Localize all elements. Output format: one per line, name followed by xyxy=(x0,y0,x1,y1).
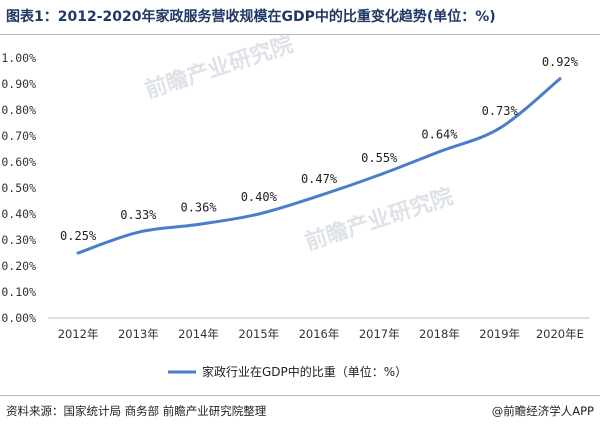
data-point xyxy=(76,251,80,255)
data-label: 0.33% xyxy=(120,208,157,222)
y-tick-label: 0.50% xyxy=(1,181,36,195)
data-point xyxy=(317,194,321,198)
legend: 家政行业在GDP中的比重（单位：%） xyxy=(168,364,407,379)
y-tick-label: 0.30% xyxy=(1,233,36,247)
data-label: 0.92% xyxy=(542,55,579,69)
y-tick-label: 0.60% xyxy=(1,155,36,169)
watermark-text: 前瞻产业研究院 xyxy=(142,31,297,103)
y-tick-label: 0.90% xyxy=(1,77,36,91)
data-label: 0.55% xyxy=(361,151,398,165)
footer-divider xyxy=(0,395,600,396)
data-point xyxy=(257,212,261,216)
x-tick-label: 2018年 xyxy=(419,327,460,341)
series-line xyxy=(76,77,562,255)
x-axis: 2012年 2013年 2014年 2015年 2016年 2017年 2018年 2019年… xyxy=(48,317,590,341)
chart-title: 图表1：2012-2020年家政服务营收规模在GDP中的比重变化趋势(单位：%) xyxy=(6,9,496,25)
y-tick-label: 0.00% xyxy=(1,311,36,325)
y-tick-label: 1.00% xyxy=(1,51,36,65)
y-axis: 0.00% 0.10% 0.20% 0.30% 0.40% 0.50% 0.60% 0.70%… xyxy=(1,51,36,325)
plot-area: 0.25% 0.33% 0.36% 0.40% 0.47% 0.55% 0.64% 0.73%… xyxy=(60,55,579,255)
data-label: 0.47% xyxy=(301,172,338,186)
x-tick-label: 2019年 xyxy=(479,327,520,341)
x-tick-label: 2014年 xyxy=(178,327,219,341)
y-tick-label: 0.10% xyxy=(1,285,36,299)
x-tick-label: 2012年 xyxy=(58,327,99,341)
legend-label: 家政行业在GDP中的比重（单位：%） xyxy=(202,364,407,379)
brand-credit: @前瞻经济学人APP xyxy=(492,403,594,419)
data-point xyxy=(558,77,562,81)
x-tick-label: 2017年 xyxy=(359,327,400,341)
y-tick-label: 0.40% xyxy=(1,207,36,221)
y-tick-label: 0.70% xyxy=(1,129,36,143)
data-label: 0.25% xyxy=(60,229,97,243)
data-point xyxy=(437,150,441,154)
data-label: 0.73% xyxy=(482,104,519,118)
brand-text: @前瞻经济学人APP xyxy=(491,404,594,418)
data-point xyxy=(197,222,201,226)
data-point xyxy=(498,126,502,130)
data-point xyxy=(136,230,140,234)
y-tick-label: 0.20% xyxy=(1,259,36,273)
data-label: 0.64% xyxy=(421,128,458,142)
y-tick-label: 0.80% xyxy=(1,103,36,117)
source-note: 资料来源：国家统计局 商务部 前瞻产业研究院整理 xyxy=(6,404,267,418)
x-tick-label: 2020年E xyxy=(536,327,584,341)
data-label: 0.36% xyxy=(180,200,217,214)
x-tick-label: 2016年 xyxy=(299,327,340,341)
x-tick-label: 2015年 xyxy=(238,327,279,341)
x-tick-label: 2013年 xyxy=(118,327,159,341)
title-divider xyxy=(0,34,600,35)
data-point xyxy=(377,173,381,177)
data-label: 0.40% xyxy=(241,190,278,204)
